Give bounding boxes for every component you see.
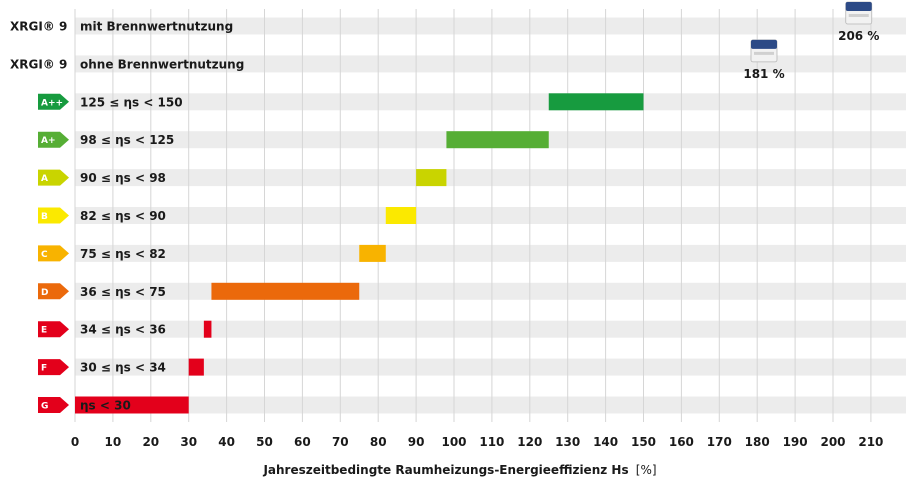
x-axis-ticks: 0 10 20 30 40 50 60 70 80 90 100 110 120 130 140 150 160… (71, 435, 884, 449)
row-prefix: XRGI® 9 (10, 57, 67, 71)
row-label: 36 ≤ ηs < 75 (80, 285, 166, 299)
row-background (75, 93, 906, 111)
energy-class-badge (38, 397, 69, 413)
x-axis-label-main: Jahreszeitbedingte Raumheizungs-Energiee… (262, 463, 628, 477)
x-axis-label-unit: [%] (636, 463, 657, 477)
bar-d (211, 282, 360, 300)
energy-class-label: A+ (41, 136, 56, 146)
device-icon (845, 1, 873, 25)
x-tick-label: 190 (783, 435, 808, 449)
energy-class-badge (38, 321, 69, 338)
row-label: ohne Brennwertnutzung (80, 57, 244, 71)
row-label: mit Brennwertnutzung (80, 20, 233, 34)
row-background (75, 17, 906, 35)
x-tick-label: 90 (408, 435, 425, 449)
row-labels: mit Brennwertnutzung XRGI® 9 ohne Brennwer… (10, 20, 244, 413)
x-tick-label: 200 (820, 435, 845, 449)
x-tick-label: 130 (555, 435, 580, 449)
row-prefix: XRGI® 9 (10, 20, 67, 34)
bar-c (359, 244, 386, 262)
row-label: ηs < 30 (80, 399, 131, 413)
energy-class-badge (38, 207, 69, 224)
energy-class-label: B (41, 212, 48, 222)
energy-class-label: F (41, 364, 47, 374)
bar-f (188, 358, 204, 376)
x-tick-label: 150 (631, 435, 656, 449)
x-axis-label: Jahreszeitbedingte Raumheizungs-Energiee… (262, 463, 656, 477)
device-markers: 206 % 181 % (743, 1, 879, 81)
x-tick-label: 30 (180, 435, 197, 449)
x-tick-label: 60 (294, 435, 311, 449)
x-tick-label: 70 (332, 435, 349, 449)
row-label: 98 ≤ ηs < 125 (80, 133, 174, 147)
row-background (75, 55, 906, 73)
device-value-label: 206 % (838, 29, 879, 43)
device-icon (750, 39, 778, 63)
x-tick-label: 20 (142, 435, 159, 449)
row-label: 75 ≤ ηs < 82 (80, 247, 166, 261)
bar-a (416, 169, 447, 187)
row-background (75, 320, 906, 338)
bar-e (203, 320, 212, 338)
energy-class-label: A (41, 174, 48, 184)
x-tick-label: 0 (71, 435, 79, 449)
energy-class-badge (38, 283, 69, 300)
energy-class-badge (38, 359, 69, 376)
device-value-label: 181 % (743, 67, 784, 81)
x-tick-label: 10 (105, 435, 122, 449)
row-label: 125 ≤ ηs < 150 (80, 95, 183, 109)
energy-class-badge (38, 131, 69, 148)
x-tick-label: 140 (593, 435, 618, 449)
x-tick-label: 160 (669, 435, 694, 449)
energy-class-badge (38, 245, 69, 262)
row-background (75, 207, 906, 224)
row-label: 90 ≤ ηs < 98 (80, 171, 166, 185)
bar-aplus (446, 131, 549, 149)
bars (75, 93, 644, 414)
energy-class-label: A++ (41, 98, 63, 108)
x-tick-label: 100 (441, 435, 466, 449)
row-background (75, 244, 906, 262)
energy-class-label: G (41, 402, 48, 412)
x-tick-label: 170 (707, 435, 732, 449)
energy-class-label: E (41, 326, 47, 336)
x-tick-label: 50 (256, 435, 273, 449)
energy-class-label: D (41, 288, 48, 298)
row-background (75, 282, 906, 300)
energy-class-badge (38, 93, 69, 110)
energy-class-badge (38, 169, 69, 186)
row-label: 82 ≤ ηs < 90 (80, 209, 166, 223)
bar-aplusplus (548, 93, 644, 111)
x-tick-label: 110 (479, 435, 504, 449)
row-label: 34 ≤ ηs < 36 (80, 323, 166, 337)
vertical-gridlines (74, 9, 872, 422)
x-tick-label: 120 (517, 435, 542, 449)
x-tick-label: 80 (370, 435, 387, 449)
x-tick-label: 210 (858, 435, 883, 449)
row-background (75, 396, 906, 414)
row-label: 30 ≤ ηs < 34 (80, 361, 166, 375)
bar-g (75, 396, 189, 414)
energy-class-label: C (41, 250, 48, 260)
row-background (75, 358, 906, 376)
x-tick-label: 40 (218, 435, 235, 449)
row-background (75, 169, 906, 187)
bar-b (385, 207, 417, 224)
x-tick-label: 180 (745, 435, 770, 449)
